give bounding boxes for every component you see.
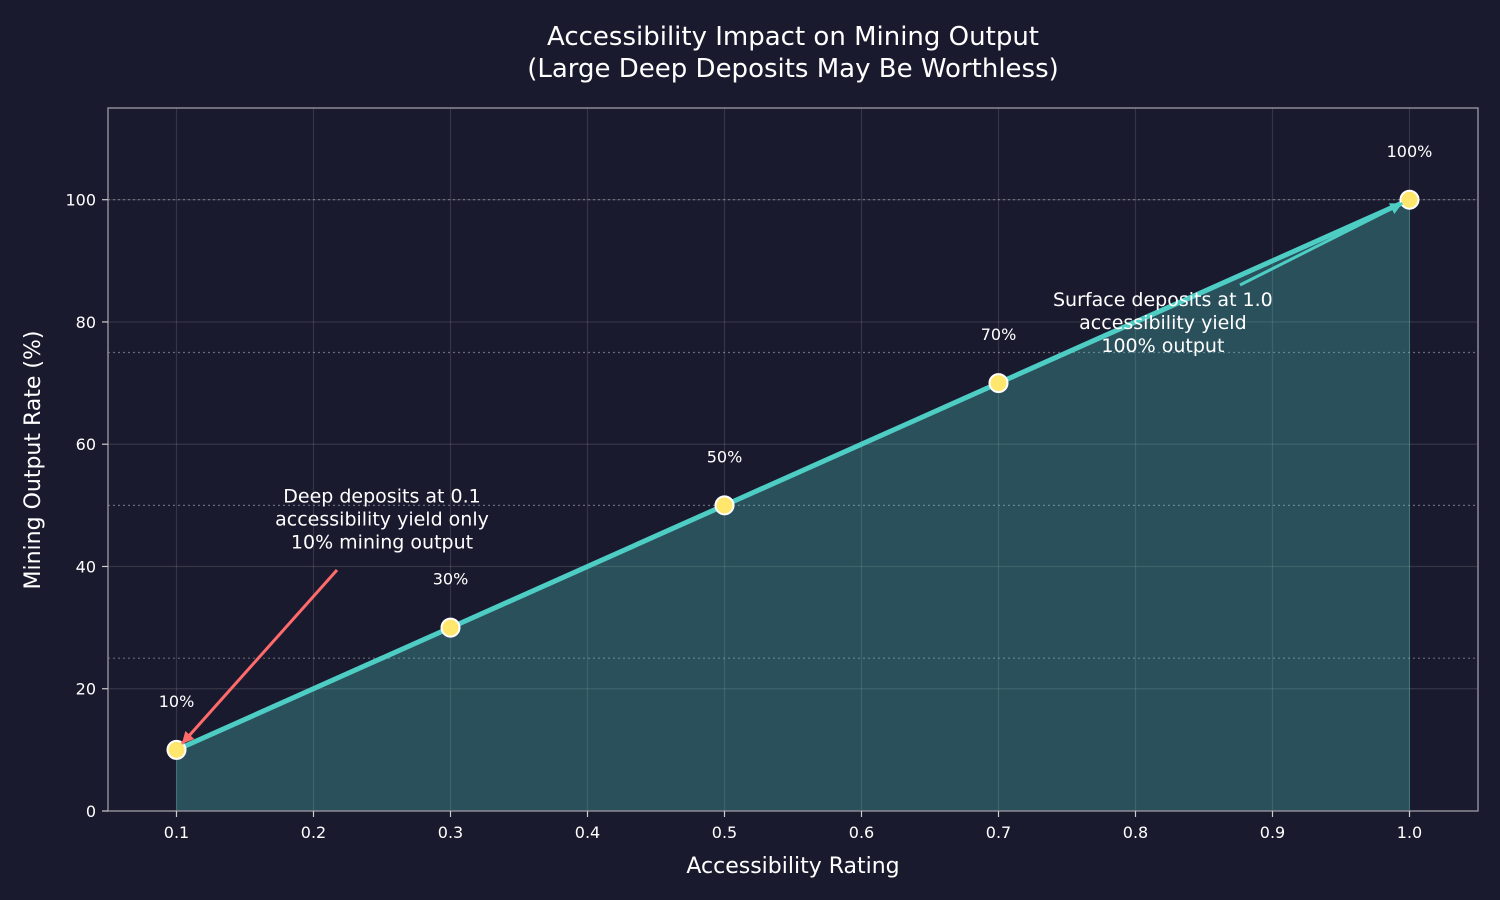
data-label: 50% — [707, 447, 743, 466]
data-label: 70% — [981, 325, 1017, 344]
annotation-text: Deep deposits at 0.1 — [283, 485, 480, 507]
y-tick-label: 20 — [76, 680, 96, 699]
x-tick-label: 0.4 — [575, 823, 600, 842]
y-tick-label: 0 — [86, 802, 96, 821]
chart-subtitle: (Large Deep Deposits May Be Worthless) — [527, 54, 1059, 84]
x-tick-label: 0.1 — [164, 823, 189, 842]
ticks: 0.1 0.2 0.3 0.4 0.5 0.6 0.7 0.8 0.9 1.0 0 20 40 60 80 1… — [65, 191, 1422, 842]
data-point — [714, 495, 735, 516]
annotation-arrowhead — [1388, 203, 1403, 215]
x-tick-label: 0.2 — [301, 823, 326, 842]
x-tick-label: 0.6 — [849, 823, 874, 842]
annotation-text: 100% output — [1101, 335, 1224, 357]
chart-title: Accessibility Impact on Mining Output — [547, 22, 1039, 52]
data-label: 30% — [433, 570, 469, 589]
x-tick-label: 0.8 — [1123, 823, 1148, 842]
plot-series: 10% 30% 50% 70% 100% — [159, 142, 1433, 812]
annotation-arrow — [1239, 201, 1404, 287]
annotation-text: accessibility yield — [1079, 312, 1246, 334]
annotation-text: 10% mining output — [291, 531, 473, 553]
plot-frame — [107, 107, 1479, 812]
x-tick-label: 0.9 — [1260, 823, 1285, 842]
annotation-arrowhead — [181, 730, 195, 744]
x-axis-label: Accessibility Rating — [686, 854, 899, 879]
y-tick-label: 60 — [76, 435, 96, 454]
y-axis-label: Mining Output Rate (%) — [21, 331, 46, 590]
x-tick-label: 0.7 — [986, 823, 1011, 842]
data-label: 100% — [1387, 142, 1433, 161]
y-tick-label: 40 — [76, 557, 96, 576]
reference-lines — [108, 199, 1478, 659]
y-tick-label: 100 — [65, 191, 96, 210]
y-tick-label: 80 — [76, 313, 96, 332]
annotation-arrow — [180, 569, 339, 745]
data-point — [166, 739, 187, 760]
annotation-text: Surface deposits at 1.0 — [1053, 289, 1273, 311]
annotation-text: accessibility yield only — [275, 508, 489, 530]
x-tick-label: 1.0 — [1397, 823, 1422, 842]
data-point — [988, 373, 1009, 394]
x-tick-label: 0.5 — [712, 823, 737, 842]
data-label: 10% — [159, 692, 195, 711]
data-point — [1399, 189, 1420, 210]
data-point — [440, 617, 461, 638]
x-tick-label: 0.3 — [438, 823, 463, 842]
